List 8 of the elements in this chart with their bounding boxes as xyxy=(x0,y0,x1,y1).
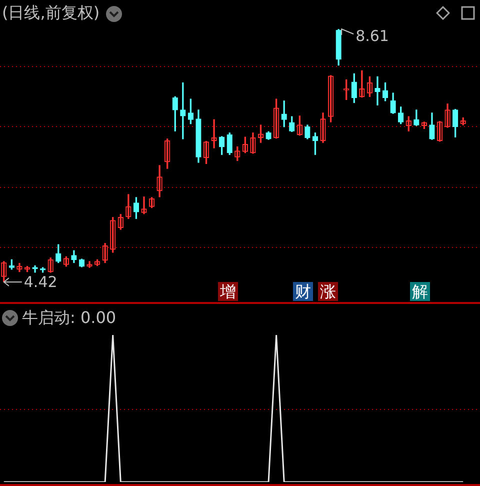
annotation: 增 xyxy=(218,282,238,301)
chart-title: 牛启动: 0.00 xyxy=(22,308,116,329)
annotation: 涨 xyxy=(318,282,338,301)
annotation: 8.61 xyxy=(356,26,389,45)
annotation: 解 xyxy=(410,282,430,301)
annotation: 4.42 xyxy=(24,272,58,291)
chart-title: (日线,前复权) xyxy=(2,3,100,24)
annotation: 财 xyxy=(293,282,313,301)
